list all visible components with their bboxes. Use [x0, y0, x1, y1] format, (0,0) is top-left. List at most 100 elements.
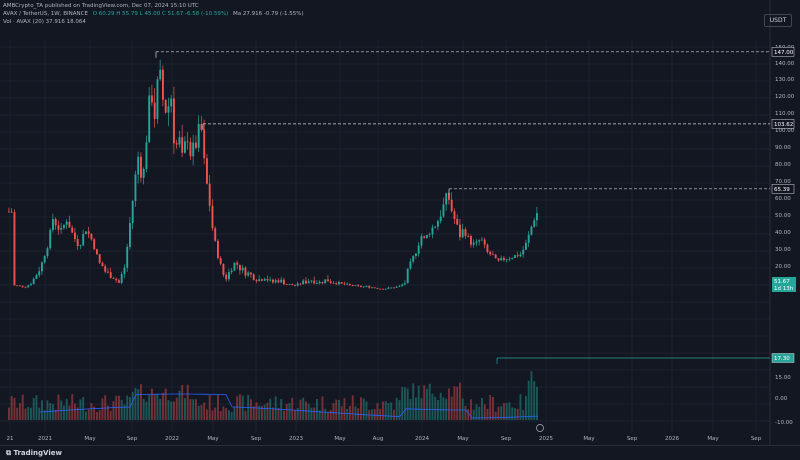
candle-body: [362, 286, 365, 288]
candle-body: [439, 216, 442, 222]
candle-body: [71, 227, 74, 233]
candle-body: [43, 256, 46, 263]
volume-bar: [181, 384, 184, 420]
candle-body: [497, 258, 500, 261]
settings-icon[interactable]: [536, 424, 544, 432]
volume-bar: [252, 406, 255, 420]
candle-body: [294, 285, 296, 286]
candle-body: [98, 254, 101, 263]
volume-bar: [269, 398, 272, 420]
candle-body: [357, 285, 360, 287]
candle-body: [316, 283, 318, 285]
volume-bar: [481, 397, 483, 420]
candle-body: [431, 227, 434, 235]
candle-body: [390, 287, 393, 289]
candle-body: [365, 286, 368, 287]
volume-bar: [486, 408, 489, 420]
volume-bar: [318, 410, 321, 420]
candle-body: [200, 124, 203, 130]
candle-body: [398, 285, 401, 287]
currency-button[interactable]: USDT: [764, 14, 792, 27]
candle-body: [115, 278, 118, 281]
candle-body: [247, 272, 250, 276]
candle-body: [19, 285, 21, 287]
volume-bar: [10, 396, 13, 420]
candle-body: [503, 258, 505, 260]
candle-body: [505, 259, 508, 261]
candle-body: [236, 262, 239, 265]
candle-body: [60, 227, 63, 230]
candle-body: [464, 229, 467, 237]
volume-bar: [274, 396, 277, 420]
candle-body: [508, 258, 511, 260]
volume-bar: [186, 384, 189, 420]
volume-bar: [470, 399, 472, 420]
candle-body: [214, 228, 217, 241]
volume-bar: [170, 401, 173, 420]
volume-bar: [417, 385, 420, 420]
candle-body: [475, 241, 478, 243]
volume-bar: [395, 397, 398, 420]
volume-bar: [87, 409, 90, 420]
symbol-label[interactable]: AVAX / TetherUS, 1W, BINANCE: [3, 11, 88, 17]
candle-body: [142, 168, 145, 178]
candle-body: [175, 143, 178, 145]
candle-body: [208, 183, 211, 206]
candle-body: [211, 205, 214, 229]
candle-body: [35, 275, 38, 279]
candle-body: [313, 280, 316, 284]
candle-body: [65, 221, 68, 225]
candle-body: [151, 95, 153, 103]
time-tick-label: 2025: [539, 436, 553, 442]
volume-bar: [508, 402, 511, 420]
volume-bar: [112, 401, 115, 420]
volume-bar: [173, 401, 175, 420]
candle-body: [57, 225, 60, 230]
volume-bar: [96, 411, 98, 420]
time-tick-label: May: [457, 436, 469, 442]
candle-body: [522, 249, 525, 255]
level-tag-label: 147.00: [774, 50, 794, 56]
candle-body: [500, 258, 503, 261]
price-tick-label: 70.00: [775, 179, 791, 185]
volume-bar: [189, 399, 192, 420]
volume-bar: [338, 400, 340, 420]
candle-body: [74, 232, 76, 240]
volume-bar: [373, 409, 376, 420]
candle-body: [153, 102, 156, 119]
volume-bar: [41, 400, 43, 420]
volume-bar: [472, 409, 475, 420]
volume-bar: [137, 389, 140, 420]
candle-body: [511, 257, 514, 259]
level-tag: [771, 184, 795, 194]
candle-body: [178, 137, 181, 145]
price-tick-label: 140.00: [775, 61, 795, 67]
volume-bar: [65, 398, 68, 420]
volume-bar: [200, 404, 203, 420]
volume-bar: [384, 401, 387, 420]
volume-bar: [294, 410, 296, 420]
candle-body: [332, 282, 335, 284]
candle-body: [104, 266, 107, 272]
candle-body: [123, 267, 126, 275]
candle-body: [329, 281, 332, 283]
candle-body: [417, 245, 420, 254]
volume-bar: [288, 403, 291, 420]
level-tag: [771, 47, 795, 57]
candle-body: [186, 141, 189, 143]
candle-body: [233, 262, 236, 271]
volume-bar: [214, 407, 217, 420]
candle-body: [120, 274, 123, 283]
price-tick-label: 80.00: [775, 162, 791, 168]
volume-bar: [219, 411, 222, 420]
volume-bar: [307, 403, 310, 420]
candle-body: [395, 286, 398, 288]
candle-body: [486, 244, 489, 252]
candle-body: [516, 255, 519, 257]
time-tick-label: 2023: [289, 436, 303, 442]
candle-body: [483, 239, 486, 245]
candle-body: [533, 220, 536, 227]
volume-bar: [192, 399, 195, 420]
candle-body: [137, 156, 140, 175]
